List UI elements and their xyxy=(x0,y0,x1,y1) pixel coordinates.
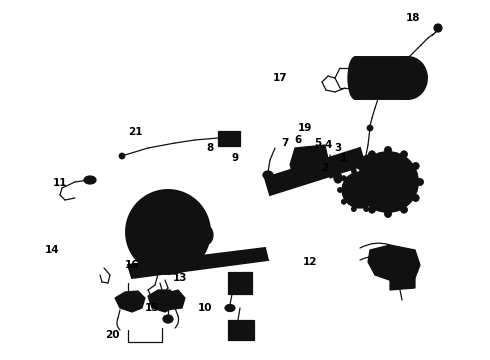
Circle shape xyxy=(434,24,442,32)
Text: 11: 11 xyxy=(53,178,67,188)
Ellipse shape xyxy=(84,176,96,184)
Text: 20: 20 xyxy=(105,330,119,340)
Circle shape xyxy=(119,153,125,159)
Polygon shape xyxy=(265,148,365,195)
Text: 18: 18 xyxy=(406,13,420,23)
Polygon shape xyxy=(157,290,185,310)
Bar xyxy=(228,272,252,294)
Text: 1: 1 xyxy=(340,153,346,163)
Circle shape xyxy=(367,125,373,131)
Circle shape xyxy=(351,207,356,212)
Circle shape xyxy=(377,188,383,193)
Polygon shape xyxy=(115,291,145,312)
Text: 8: 8 xyxy=(206,143,214,153)
Text: 10: 10 xyxy=(198,303,212,313)
Circle shape xyxy=(126,190,210,274)
Text: 19: 19 xyxy=(298,123,312,133)
Circle shape xyxy=(351,168,356,174)
Ellipse shape xyxy=(263,171,273,179)
Circle shape xyxy=(385,147,392,153)
Polygon shape xyxy=(328,168,336,178)
Ellipse shape xyxy=(163,315,173,323)
Text: 2: 2 xyxy=(321,163,329,173)
Text: 16: 16 xyxy=(125,260,139,270)
Bar xyxy=(228,320,254,340)
Circle shape xyxy=(342,172,378,208)
Text: 7: 7 xyxy=(281,138,289,148)
Text: 13: 13 xyxy=(173,273,187,283)
Polygon shape xyxy=(148,290,178,312)
Circle shape xyxy=(302,157,318,173)
Circle shape xyxy=(412,162,419,170)
Text: 15: 15 xyxy=(145,303,159,313)
Text: 21: 21 xyxy=(128,127,142,137)
Bar xyxy=(231,323,251,337)
Circle shape xyxy=(364,207,368,212)
Circle shape xyxy=(357,162,364,170)
Circle shape xyxy=(342,199,346,204)
Circle shape xyxy=(416,179,423,185)
Circle shape xyxy=(364,168,368,174)
Polygon shape xyxy=(390,278,415,290)
Circle shape xyxy=(400,206,408,213)
Circle shape xyxy=(342,176,346,181)
Text: 17: 17 xyxy=(273,73,287,83)
Ellipse shape xyxy=(334,173,342,183)
Text: 14: 14 xyxy=(45,245,59,255)
Bar xyxy=(220,133,238,144)
Circle shape xyxy=(368,206,375,213)
Circle shape xyxy=(338,188,343,193)
Ellipse shape xyxy=(225,305,235,311)
Text: 4: 4 xyxy=(324,140,332,150)
Circle shape xyxy=(374,176,379,181)
Bar xyxy=(231,275,249,291)
Circle shape xyxy=(352,179,360,185)
Text: 5: 5 xyxy=(315,138,321,148)
Circle shape xyxy=(358,152,418,212)
Bar xyxy=(218,131,240,146)
Polygon shape xyxy=(128,248,268,278)
Text: 3: 3 xyxy=(334,143,342,153)
Text: 12: 12 xyxy=(303,257,317,267)
Circle shape xyxy=(374,199,379,204)
Circle shape xyxy=(385,211,392,217)
Polygon shape xyxy=(360,155,372,165)
Ellipse shape xyxy=(389,57,427,99)
Circle shape xyxy=(291,161,305,175)
Circle shape xyxy=(368,151,375,158)
Ellipse shape xyxy=(348,57,362,99)
Text: 9: 9 xyxy=(231,153,239,163)
Bar xyxy=(355,57,408,99)
Polygon shape xyxy=(290,145,330,178)
Text: 6: 6 xyxy=(294,135,302,145)
Polygon shape xyxy=(368,245,420,282)
Ellipse shape xyxy=(197,225,213,245)
Circle shape xyxy=(357,194,364,202)
Circle shape xyxy=(400,151,408,158)
Circle shape xyxy=(412,194,419,202)
